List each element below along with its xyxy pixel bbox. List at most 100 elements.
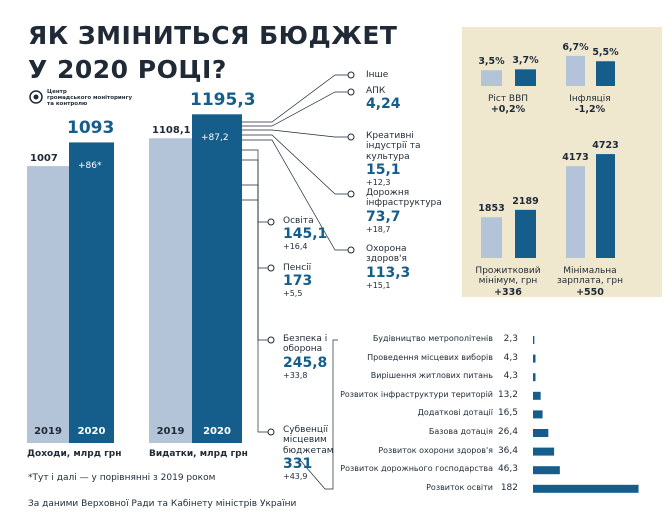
segment-name: Дорожня інфраструктура: [366, 188, 442, 209]
category-label: Розвиток інфраструктури територій: [340, 389, 493, 399]
indicator-title: Мінімальна зарплата, грн: [557, 266, 623, 287]
connector: [242, 134, 351, 195]
connector: [242, 91, 351, 127]
logo-icon: [33, 94, 39, 100]
value-label: 46,3: [497, 464, 518, 475]
change-label: +86*: [78, 161, 102, 172]
bar: [596, 61, 615, 86]
axis-caption: Доходи, млрд грн: [27, 449, 122, 459]
segment-dot: [347, 71, 355, 79]
segment-dot: [267, 336, 275, 344]
value-label: 4173: [562, 152, 589, 164]
connector: [242, 149, 271, 223]
footnote: *Тут і далі — у порівнянні з 2019 роком: [28, 473, 216, 483]
category-label: Додаткові дотації: [417, 408, 493, 418]
segment-name: Безпека і оборона: [283, 334, 328, 355]
bar: [596, 154, 615, 258]
segment-dot: [267, 218, 275, 226]
bar: [481, 70, 502, 86]
bar: [149, 138, 192, 443]
year-label: 2020: [203, 426, 231, 437]
segment-change: +43,9: [283, 472, 308, 481]
segment-name: Освіта: [283, 216, 314, 226]
value-label: 1853: [478, 203, 505, 215]
value-label: 1007: [30, 153, 58, 165]
value-label: 13,2: [497, 389, 518, 400]
indicator-change: +336: [494, 287, 522, 298]
source: За даними Верховної Ради та Кабінету мін…: [28, 499, 297, 509]
bar: [27, 166, 69, 443]
logo-text: Центр: [47, 89, 67, 95]
value-label: 1093: [67, 118, 115, 139]
bar: [566, 55, 585, 86]
connector: [242, 199, 271, 433]
connector: [242, 159, 271, 269]
bar: [533, 336, 535, 344]
logo-text: громадського моніторингу: [47, 95, 133, 101]
value-label: 5,5%: [592, 47, 619, 59]
value-label: 3,5%: [478, 56, 505, 68]
category-label: Базова дотація: [428, 427, 493, 436]
change-label: +87,2: [201, 133, 229, 144]
segment-dot: [347, 88, 355, 96]
segment-value: 173: [283, 273, 313, 289]
indicator-title: Інфляція: [569, 94, 611, 104]
segment-value: 245,8: [283, 355, 328, 371]
indicator-change: +0,2%: [490, 104, 526, 115]
connector: [242, 129, 351, 138]
indicator-change: -1,2%: [574, 104, 606, 115]
segment-value: 4,24: [366, 96, 401, 112]
value-label: 4723: [592, 140, 619, 152]
segment-dot: [267, 428, 275, 436]
logo-icon: [29, 90, 43, 104]
year-label: 2019: [34, 426, 62, 437]
year-label: 2020: [77, 426, 106, 437]
segment-change: +16,4: [283, 242, 308, 251]
title: У 2020 РОЦІ?: [28, 55, 227, 84]
segment-dot: [267, 264, 275, 272]
bar: [533, 373, 536, 382]
segment-change: +12,3: [366, 178, 391, 187]
logo-text: та контролю: [47, 101, 88, 107]
bar: [533, 466, 560, 475]
value-label: 26,4: [497, 427, 518, 437]
segment-dot: [347, 246, 355, 254]
segment-change: +18,7: [366, 225, 391, 234]
segment-value: 145,1: [283, 226, 328, 242]
segment-dot: [347, 190, 355, 198]
axis-caption: Видатки, млрд грн: [149, 449, 248, 459]
segment-name: Охорона здоров'я: [366, 244, 407, 265]
connector: [299, 339, 338, 490]
bar: [533, 391, 541, 400]
title: ЯК ЗМІНИТЬСЯ БЮДЖЕТ: [28, 21, 398, 50]
bar: [533, 484, 639, 493]
category-label: Вирішення житлових питань: [370, 371, 493, 381]
year-label: 2019: [156, 426, 185, 437]
connector: [242, 184, 271, 341]
segment-change: +15,1: [366, 281, 391, 290]
bar: [515, 209, 536, 258]
segment-value: 331: [283, 456, 313, 472]
segment-name: Пенсії: [283, 263, 312, 273]
indicator-change: +550: [576, 287, 604, 298]
value-label: 16,5: [497, 408, 518, 419]
bar: [192, 114, 242, 443]
value-label: 1108,1: [152, 125, 191, 137]
category-label: Розвиток охорони здоров'я: [378, 445, 493, 455]
value-label: 3,7%: [512, 55, 539, 67]
segment-name: АПК: [366, 86, 386, 96]
value-label: 2,3: [503, 334, 518, 344]
value-label: 4,3: [503, 371, 518, 382]
category-label: Будівництво метрополітенів: [372, 334, 493, 343]
category-label: Розвиток освіти: [426, 482, 493, 492]
segment-name: Субвенції місцевим бюджетам: [283, 425, 334, 456]
value-label: 182: [500, 482, 518, 493]
bar: [566, 166, 585, 258]
value-label: 4,3: [503, 352, 518, 363]
segment-name: Креативні індустрії та культура: [366, 131, 421, 162]
bar: [515, 69, 536, 86]
bar: [481, 217, 502, 258]
connector: [242, 74, 351, 123]
segment-name: Інше: [366, 70, 389, 80]
